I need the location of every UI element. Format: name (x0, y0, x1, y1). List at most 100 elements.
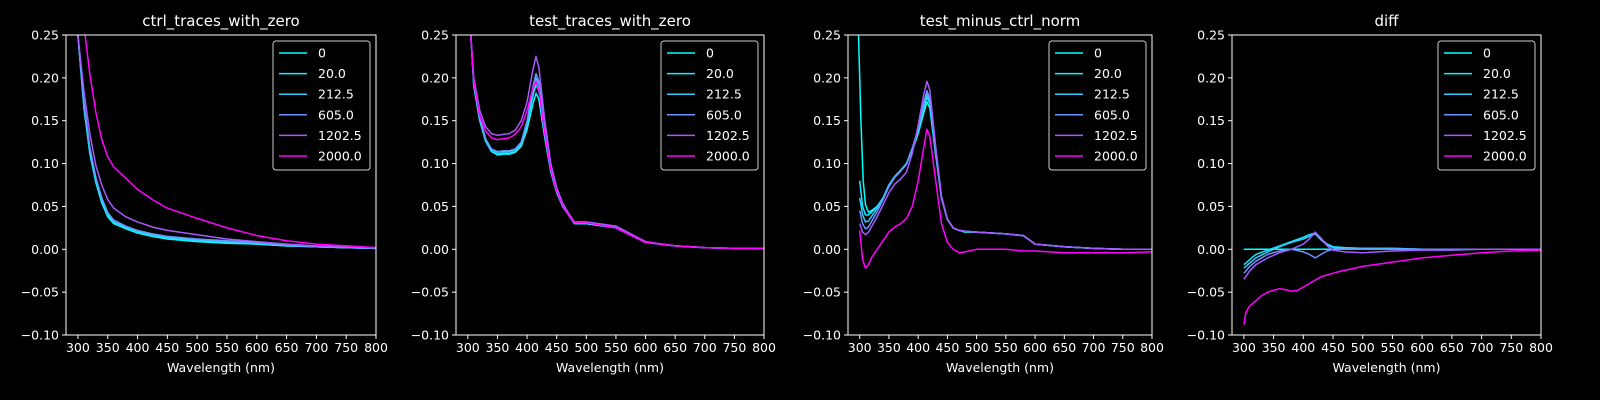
legend-label: 0 (1483, 46, 1491, 61)
chart-title: test_minus_ctrl_norm (920, 12, 1081, 31)
x-tick-label: 400 (1291, 340, 1315, 355)
series-group (77, 35, 376, 250)
y-tick-label: −0.05 (411, 285, 449, 300)
x-tick-label: 750 (722, 340, 746, 355)
x-axis-label: Wavelength (nm) (167, 360, 275, 375)
x-tick-label: 750 (1499, 340, 1523, 355)
y-tick-label: −0.05 (803, 285, 841, 300)
y-tick-label: 0.15 (421, 113, 449, 128)
y-tick-label: 0.20 (421, 70, 449, 85)
x-axis-label: Wavelength (nm) (556, 360, 664, 375)
chart-title: test_traces_with_zero (529, 12, 691, 31)
y-tick-label: 0.05 (31, 199, 59, 214)
x-tick-label: 450 (545, 340, 569, 355)
y-tick-label: 0.15 (813, 113, 841, 128)
x-tick-label: 800 (364, 340, 388, 355)
legend-label: 212.5 (318, 87, 354, 102)
x-tick-label: 700 (304, 340, 328, 355)
legend-label: 605.0 (1094, 107, 1130, 122)
legend-label: 2000.0 (1483, 149, 1527, 164)
series-line-2000.0 (84, 35, 376, 249)
series-group (470, 35, 764, 250)
legend-label: 605.0 (706, 107, 742, 122)
series-line-2000.0 (470, 35, 764, 250)
x-tick-label: 450 (155, 340, 179, 355)
series-line-2000.0 (858, 128, 1152, 269)
legend-label: 2000.0 (1094, 149, 1138, 164)
legend-label: 212.5 (1094, 87, 1130, 102)
legend-label: 2000.0 (318, 149, 362, 164)
x-tick-label: 500 (965, 340, 989, 355)
y-tick-label: 0.00 (421, 242, 449, 257)
x-tick-label: 600 (634, 340, 658, 355)
y-tick-label: 0.25 (1197, 28, 1225, 43)
y-tick-label: 0.05 (1197, 199, 1225, 214)
legend-label: 0 (1094, 46, 1102, 61)
x-tick-label: 650 (1440, 340, 1464, 355)
legend-label: 212.5 (706, 87, 742, 102)
y-tick-label: −0.10 (411, 328, 449, 343)
y-tick-label: 0.25 (31, 28, 59, 43)
legend-label: 20.0 (1483, 66, 1511, 81)
y-tick-label: 0.00 (813, 242, 841, 257)
series-line-2000.0 (1243, 249, 1541, 325)
x-tick-label: 800 (1140, 340, 1164, 355)
legend-label: 0 (706, 46, 714, 61)
x-tick-label: 650 (663, 340, 687, 355)
x-tick-label: 450 (1321, 340, 1345, 355)
y-tick-label: 0.20 (31, 70, 59, 85)
legend-label: 605.0 (1483, 107, 1519, 122)
x-tick-label: 550 (994, 340, 1018, 355)
y-tick-label: 0.25 (421, 28, 449, 43)
x-tick-label: 500 (185, 340, 209, 355)
x-tick-label: 550 (1381, 340, 1405, 355)
x-tick-label: 700 (1470, 340, 1494, 355)
y-tick-label: 0.20 (1197, 70, 1225, 85)
x-tick-label: 300 (456, 340, 480, 355)
x-tick-label: 700 (693, 340, 717, 355)
legend-label: 212.5 (1483, 87, 1519, 102)
y-tick-label: 0.15 (1197, 113, 1225, 128)
y-tick-label: 0.05 (813, 199, 841, 214)
legend: 0 20.0 212.5 605.0 1202.5 2000.0 (1437, 40, 1536, 171)
x-tick-label: 500 (1351, 340, 1375, 355)
y-tick-label: 0.00 (1197, 242, 1225, 257)
x-tick-label: 550 (215, 340, 239, 355)
x-tick-label: 650 (275, 340, 299, 355)
x-tick-label: 600 (1023, 340, 1047, 355)
x-axis-label: Wavelength (nm) (1333, 360, 1441, 375)
legend-label: 20.0 (1094, 66, 1122, 81)
legend-label: 20.0 (706, 66, 734, 81)
y-tick-label: 0.05 (421, 199, 449, 214)
y-tick-label: −0.05 (21, 285, 59, 300)
series-line-1202.5 (858, 80, 1152, 251)
subplot-4: 300 350 400 450 500 550 600 650 700 750 800 −0.10 −0… (1187, 12, 1553, 375)
x-tick-label: 650 (1052, 340, 1076, 355)
legend-label: 1202.5 (706, 128, 750, 143)
series-line-605.0 (1243, 248, 1541, 274)
legend: 0 20.0 212.5 605.0 1202.5 2000.0 (1048, 40, 1147, 171)
x-tick-label: 400 (515, 340, 539, 355)
x-tick-label: 350 (877, 340, 901, 355)
x-tick-label: 300 (848, 340, 872, 355)
series-line-1202.5 (470, 35, 764, 250)
x-tick-label: 400 (906, 340, 930, 355)
y-tick-label: 0.10 (1197, 156, 1225, 171)
x-tick-label: 800 (752, 340, 776, 355)
x-tick-label: 700 (1082, 340, 1106, 355)
axes-frame (455, 34, 765, 336)
x-tick-label: 500 (574, 340, 598, 355)
x-tick-label: 600 (1410, 340, 1434, 355)
legend: 0 20.0 212.5 605.0 1202.5 2000.0 (272, 40, 371, 171)
x-tick-label: 750 (334, 340, 358, 355)
y-tick-label: 0.25 (813, 28, 841, 43)
axes-frame (65, 34, 377, 336)
y-tick-label: −0.10 (1187, 328, 1225, 343)
x-tick-label: 350 (96, 340, 120, 355)
legend-label: 20.0 (318, 66, 346, 81)
x-tick-label: 750 (1111, 340, 1135, 355)
legend-label: 2000.0 (706, 149, 750, 164)
x-tick-label: 400 (126, 340, 150, 355)
chart-title: diff (1374, 12, 1399, 30)
subplot-3: 300 350 400 450 500 550 600 650 700 750 800 −0.10 −0… (803, 12, 1164, 375)
